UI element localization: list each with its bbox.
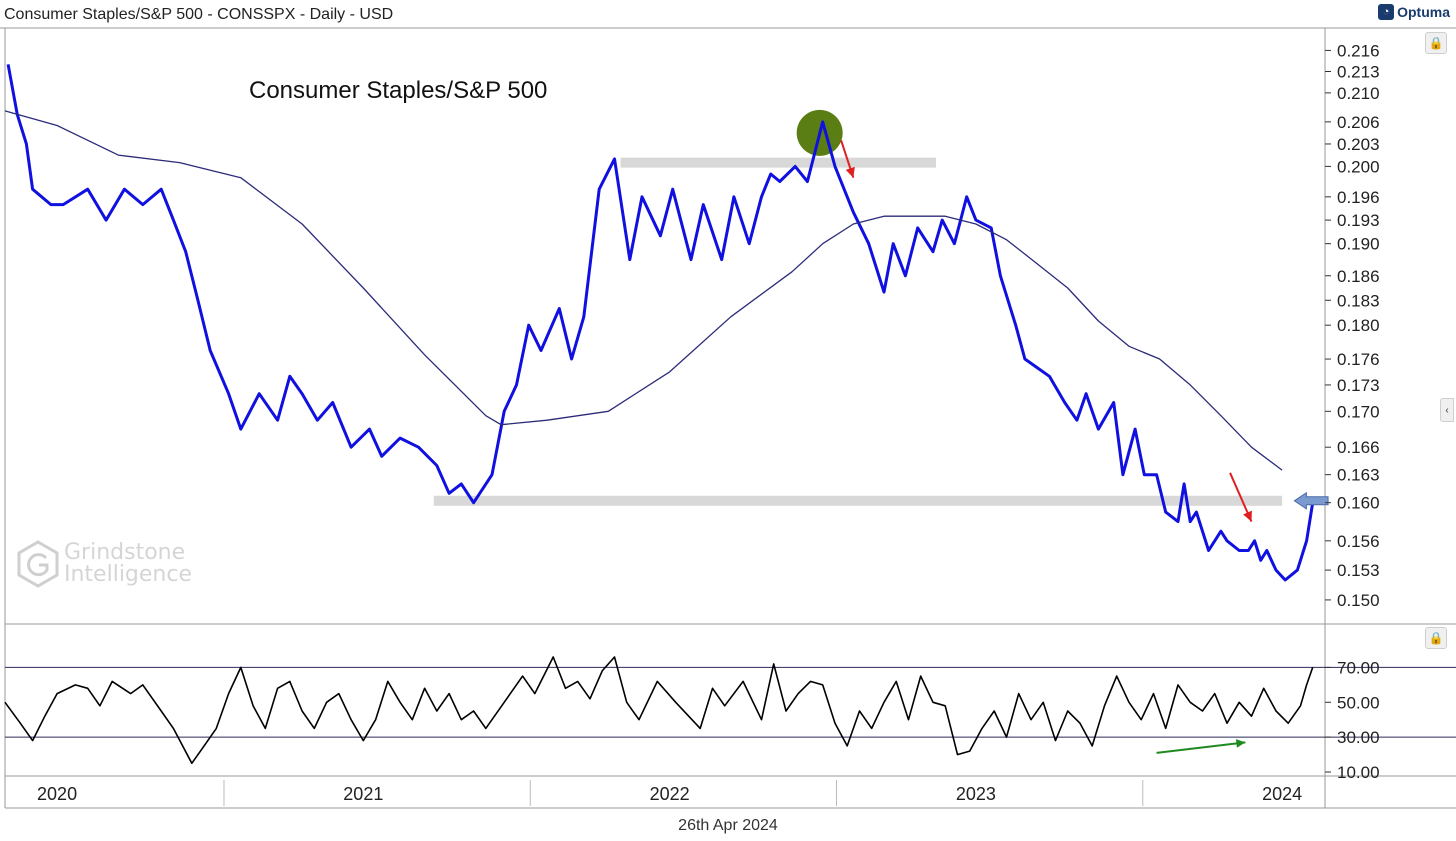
price-tick-label: 0.186 xyxy=(1337,267,1380,286)
price-tick-label: 0.153 xyxy=(1337,561,1380,580)
year-label: 2023 xyxy=(956,784,996,804)
year-label: 2022 xyxy=(650,784,690,804)
down-arrow xyxy=(1229,472,1253,523)
rsi-up-arrow-head xyxy=(1235,739,1246,748)
chart-title: Consumer Staples/S&P 500 xyxy=(249,77,547,104)
price-pane-lock-icon[interactable]: 🔒 xyxy=(1425,32,1447,54)
price-tick-label: 0.166 xyxy=(1337,438,1380,457)
price-tick-label: 0.190 xyxy=(1337,235,1380,254)
year-label: 2021 xyxy=(343,784,383,804)
watermark-line1: Grindstone xyxy=(64,540,186,565)
watermark: Grindstone Intelligence xyxy=(16,540,192,588)
support-band xyxy=(433,495,1283,506)
down-arrow-head xyxy=(845,166,855,178)
rsi-tick-label: 10.00 xyxy=(1337,763,1380,782)
down-arrow-head xyxy=(1243,510,1252,522)
price-tick-label: 0.156 xyxy=(1337,532,1380,551)
price-series-line xyxy=(6,64,1315,582)
chart-header-title: Consumer Staples/S&P 500 - CONSSPX - Dai… xyxy=(4,6,394,23)
price-tick-label: 0.206 xyxy=(1337,113,1380,132)
watermark-line2: Intelligence xyxy=(64,562,193,587)
rsi-tick-label: 70.00 xyxy=(1337,658,1380,677)
rsi-tick-label: 30.00 xyxy=(1337,728,1380,747)
optuma-logo-icon: ◔ xyxy=(1378,4,1395,20)
price-tick-label: 0.210 xyxy=(1337,84,1380,103)
price-tick-label: 0.203 xyxy=(1337,135,1380,154)
brand-logo: ◔ Optuma xyxy=(1378,4,1450,20)
chart-date: 26th Apr 2024 xyxy=(678,817,778,834)
price-tick-label: 0.163 xyxy=(1337,466,1380,485)
down-arrow xyxy=(840,139,855,179)
rsi-series-line xyxy=(4,656,1314,765)
price-tick-label: 0.160 xyxy=(1337,494,1380,513)
rsi-up-arrow xyxy=(1156,739,1246,754)
pointer-arrow-shape xyxy=(1293,491,1329,510)
grindstone-hexagon-icon xyxy=(17,540,59,588)
price-tick-label: 0.183 xyxy=(1337,291,1380,310)
year-label: 2020 xyxy=(37,784,77,804)
price-tick-label: 0.200 xyxy=(1337,157,1380,176)
year-label: 2024 xyxy=(1262,784,1302,804)
resistance-band xyxy=(620,157,937,168)
rsi-up-arrow-shaft xyxy=(1156,741,1246,754)
price-tick-label: 0.150 xyxy=(1337,591,1380,610)
price-tick-label: 0.196 xyxy=(1337,188,1380,207)
brand-name: Optuma xyxy=(1397,4,1450,20)
rsi-pane-lock-icon[interactable]: 🔒 xyxy=(1425,627,1447,649)
pointer-arrow xyxy=(1293,491,1329,510)
collapse-chevron-icon[interactable]: ‹ xyxy=(1440,398,1454,422)
price-tick-label: 0.180 xyxy=(1337,316,1380,335)
price-tick-label: 0.216 xyxy=(1337,41,1380,60)
price-tick-label: 0.213 xyxy=(1337,63,1380,82)
price-tick-label: 0.193 xyxy=(1337,211,1380,230)
rsi-tick-label: 50.00 xyxy=(1337,693,1380,712)
price-tick-label: 0.173 xyxy=(1337,376,1380,395)
price-tick-label: 0.170 xyxy=(1337,402,1380,421)
chart-frame xyxy=(0,27,1456,809)
moving-average-line xyxy=(4,110,1283,471)
price-tick-label: 0.176 xyxy=(1337,350,1380,369)
